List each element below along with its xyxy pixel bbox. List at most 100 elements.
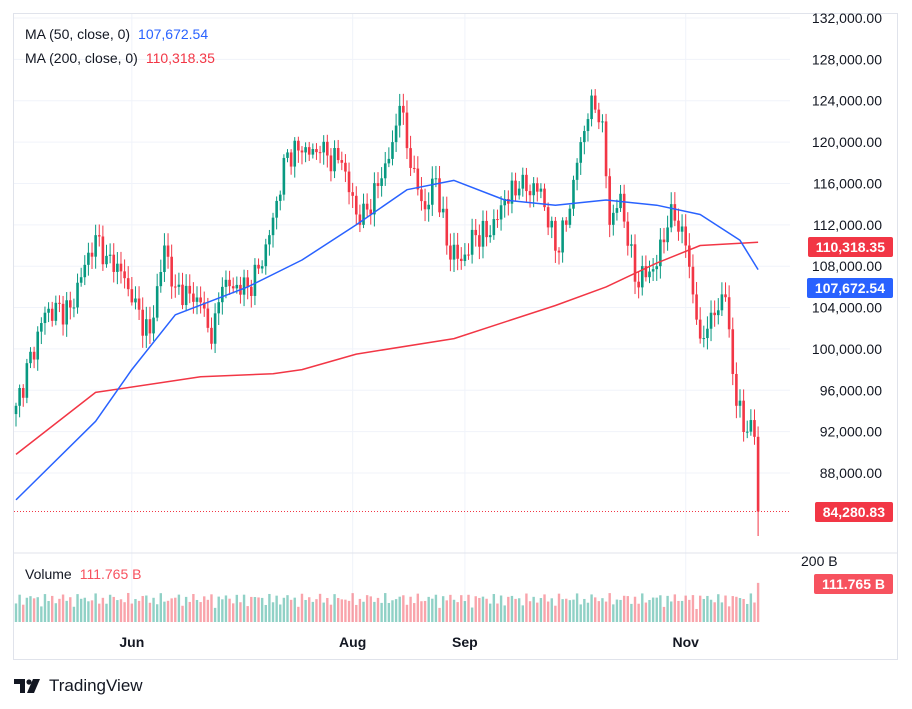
volume-bar	[749, 593, 753, 622]
candle-body	[181, 284, 184, 306]
candle	[470, 218, 474, 264]
tradingview-logo[interactable]: TradingView	[14, 676, 143, 696]
volume-bar	[688, 599, 691, 622]
candle-body	[706, 328, 709, 339]
candle-body	[456, 244, 459, 259]
candle	[749, 409, 753, 436]
candle	[380, 167, 383, 197]
candle	[105, 244, 108, 268]
legend-ma200[interactable]: MA (200, close, 0) 110,318.35	[25, 50, 215, 66]
volume-bar	[413, 603, 416, 622]
volume-bar	[90, 600, 94, 622]
volume-bar	[98, 603, 101, 622]
volume-bar	[192, 594, 195, 622]
candle	[134, 286, 137, 310]
volume-bar	[177, 594, 181, 622]
candle	[575, 158, 579, 191]
candle	[326, 134, 329, 168]
legend-volume[interactable]: Volume 111.765 B	[25, 566, 141, 582]
volume-bar	[626, 596, 629, 622]
candle-body	[590, 95, 593, 120]
candle	[322, 135, 325, 165]
candle-body	[742, 400, 745, 432]
volume-bar	[279, 604, 282, 622]
candle-body	[217, 302, 221, 314]
candle	[666, 215, 669, 251]
candle	[604, 113, 608, 189]
volume-bar	[670, 601, 673, 622]
candle	[145, 306, 148, 348]
volume-bar	[405, 604, 409, 622]
candle	[18, 384, 21, 418]
candle	[579, 137, 583, 175]
volume-bar	[25, 597, 29, 622]
candle	[90, 242, 94, 269]
candle-body	[36, 331, 40, 360]
price-tick-label: 92,000.00	[820, 424, 882, 440]
candle	[517, 181, 521, 200]
volume-bar	[572, 599, 575, 622]
candle	[698, 307, 702, 344]
candle	[724, 282, 727, 302]
candle-body	[40, 323, 43, 332]
candle-body	[532, 183, 535, 196]
candle-body	[123, 271, 126, 279]
legend-ma50[interactable]: MA (50, close, 0) 107,672.54	[25, 26, 208, 42]
ma200-line	[15, 241, 759, 455]
candle-body	[264, 244, 268, 267]
volume-bar	[29, 596, 32, 622]
candle	[731, 317, 735, 386]
price-tick-label: 104,000.00	[812, 300, 882, 316]
candle-body	[329, 155, 333, 172]
candle-body	[206, 308, 210, 328]
candle	[268, 229, 271, 256]
volume-bar	[706, 595, 709, 622]
candle	[50, 301, 54, 327]
candle-body	[601, 121, 604, 123]
volume-bar	[727, 606, 731, 622]
volume-bar	[684, 595, 687, 622]
candle-body	[488, 235, 492, 238]
volume-bar	[235, 594, 239, 622]
time-tick-label: Sep	[452, 634, 478, 650]
candle	[148, 306, 152, 345]
volume-bar	[575, 593, 579, 622]
candle-body	[344, 162, 347, 172]
volume-bar	[528, 601, 532, 622]
volume-bar	[318, 593, 322, 622]
candle-body	[517, 188, 521, 196]
volume-bar	[181, 605, 184, 622]
candle-body	[213, 313, 217, 344]
candle-body	[228, 279, 231, 287]
candle	[344, 154, 347, 183]
candle	[329, 148, 333, 182]
candle	[398, 93, 402, 138]
candle-body	[257, 264, 260, 269]
volume-bar	[539, 598, 543, 622]
candle-body	[709, 312, 713, 329]
candle-body	[637, 281, 640, 288]
candle-body	[159, 272, 163, 287]
candle-body	[97, 235, 101, 237]
volume-bar	[543, 594, 546, 622]
volume-bar	[517, 598, 521, 622]
volume-bar	[340, 599, 343, 622]
candle	[163, 233, 166, 282]
candle	[289, 149, 293, 175]
candle	[282, 154, 286, 201]
volume-bar	[170, 598, 173, 622]
candle	[155, 273, 159, 322]
volume-bar	[141, 595, 144, 622]
volume-bar	[438, 607, 441, 622]
candle	[561, 217, 564, 263]
volume-bar	[445, 600, 448, 622]
candle-body	[640, 266, 644, 288]
candle	[535, 177, 539, 202]
volume-bar	[630, 603, 633, 622]
candle-body	[459, 258, 463, 262]
candle-body	[383, 163, 387, 179]
volume-bar	[651, 597, 655, 622]
candle	[116, 252, 119, 285]
price-tick-label: 124,000.00	[812, 93, 882, 109]
